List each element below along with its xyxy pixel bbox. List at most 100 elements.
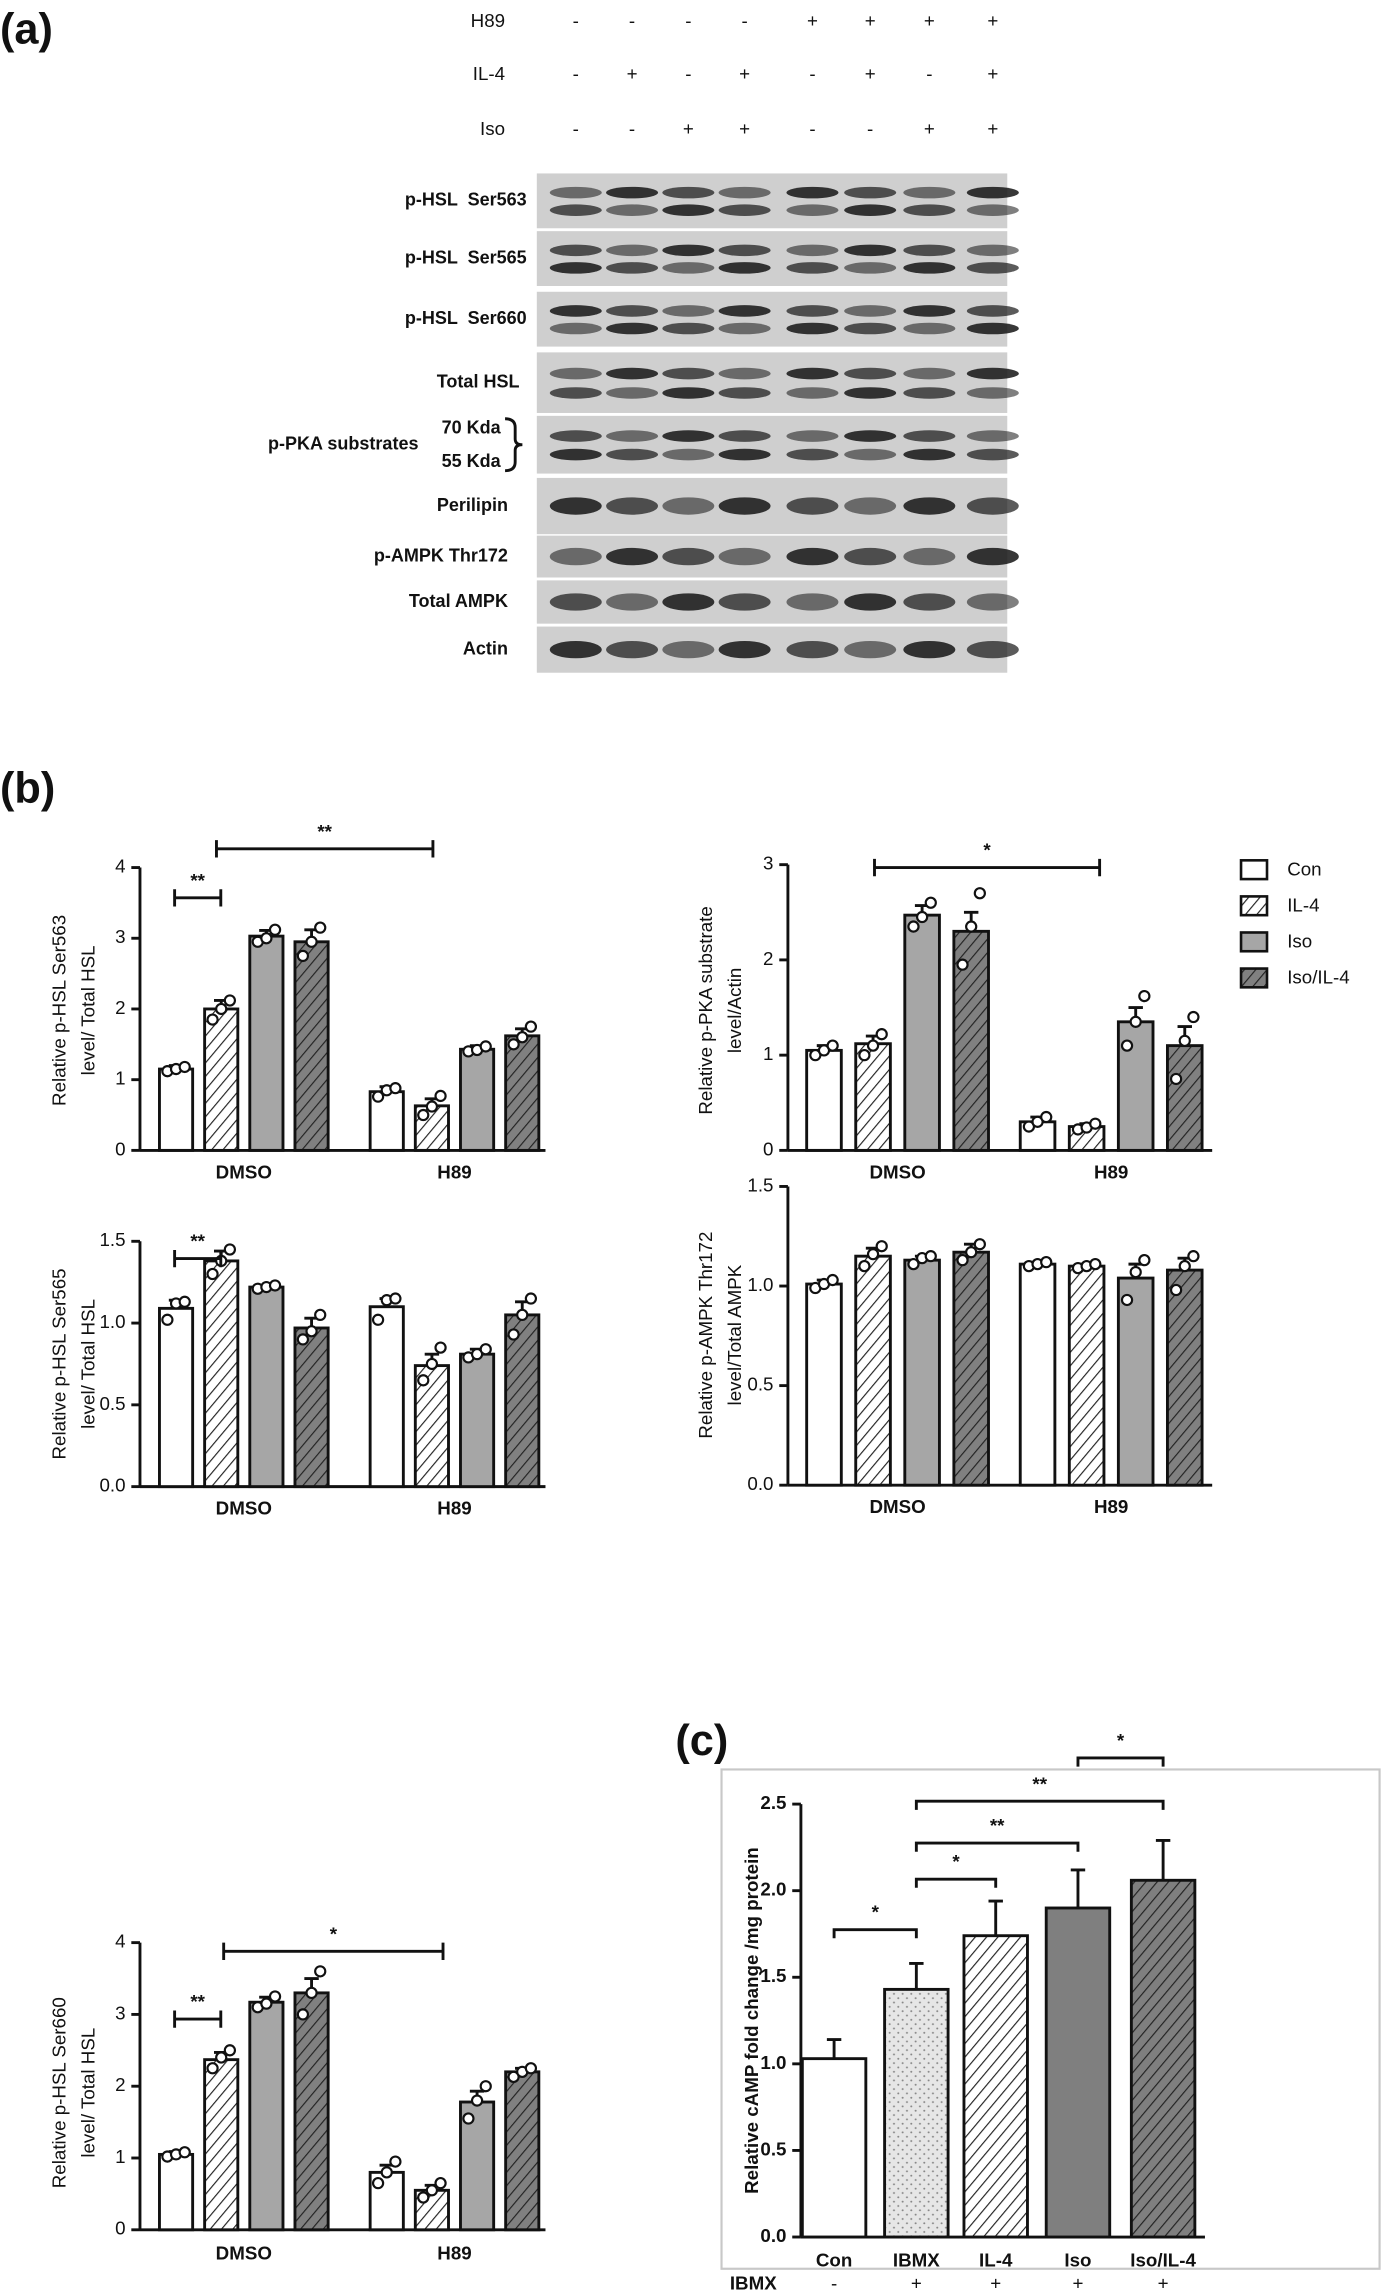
y-tick-label: 0.0 — [760, 2225, 786, 2246]
data-point — [223, 2044, 237, 2057]
blot-band — [786, 593, 839, 611]
blot-band — [718, 448, 771, 461]
blot-strip — [536, 415, 1008, 474]
data-point — [178, 2146, 191, 2159]
data-point — [260, 1997, 273, 2010]
y-tick-label: 0.0 — [747, 1473, 773, 1494]
legend-swatch — [1239, 895, 1269, 917]
blot-band — [844, 305, 897, 317]
blot-band — [549, 430, 602, 442]
y-axis-title: level/Total AMPK — [724, 1264, 745, 1405]
blot-band — [903, 305, 956, 317]
blot-band — [844, 593, 897, 611]
panel-label: (a) — [0, 5, 53, 53]
blot-band — [786, 244, 839, 257]
treatment-sign: + — [865, 63, 876, 84]
data-point — [1169, 1072, 1183, 1086]
blot-band — [786, 367, 839, 380]
y-tick-label: 3 — [115, 926, 125, 947]
blot-band — [966, 547, 1019, 566]
bar — [413, 1364, 450, 1489]
blot-band — [549, 367, 602, 380]
error-bar — [1070, 1868, 1086, 1908]
data-point — [973, 1238, 986, 1251]
y-axis-title: Relative p-AMPK Thr172 — [695, 1232, 716, 1439]
data-point — [161, 1313, 174, 1326]
bar — [903, 1258, 941, 1487]
blot-band — [966, 262, 1019, 274]
data-point — [965, 1246, 978, 1259]
data-point — [1187, 1010, 1200, 1024]
blot-band — [549, 262, 602, 274]
significance-bracket — [914, 1877, 998, 1888]
y-tick-label: 1.5 — [99, 1229, 125, 1250]
treatment-sign: - — [741, 10, 747, 31]
marker-label: 55 Kda — [442, 451, 502, 471]
bar — [854, 1254, 892, 1487]
bar — [800, 2057, 868, 2239]
y-tick-label: 0 — [115, 1138, 125, 1159]
blot-band — [966, 448, 1019, 461]
blot-band — [718, 305, 771, 317]
y-tick-label: 1.5 — [747, 1174, 773, 1195]
blot-band — [966, 204, 1019, 216]
significance-bracket — [914, 1799, 1165, 1810]
data-point — [178, 1295, 191, 1308]
blot-band — [844, 204, 897, 216]
blot-band — [549, 448, 602, 461]
y-tick-label: 2.5 — [760, 1792, 786, 1813]
data-point — [268, 923, 282, 936]
legend-swatch — [1239, 967, 1269, 989]
x-tick-label: H89 — [1094, 1161, 1128, 1182]
blot-band — [549, 186, 602, 199]
y-tick-label: 0.5 — [99, 1393, 125, 1414]
blot-band — [662, 322, 715, 335]
bar — [293, 1326, 330, 1489]
data-point — [223, 994, 237, 1007]
blot-row-label: Total HSL — [437, 371, 520, 391]
x-tick-label: H89 — [437, 2242, 471, 2263]
error-bar — [909, 1961, 924, 1990]
error-bar — [826, 2038, 842, 2059]
data-point — [507, 2070, 520, 2084]
blot-row-label: p-HSL Ser660 — [405, 308, 527, 328]
significance-label: * — [330, 1923, 338, 1944]
treatment-label: Iso — [480, 118, 505, 139]
treatment-sign: - — [573, 118, 579, 139]
blot-band — [606, 430, 659, 442]
row-sign: - — [831, 2273, 837, 2294]
blot-band — [786, 547, 839, 566]
data-point — [1169, 1283, 1183, 1297]
blot-band — [606, 593, 659, 611]
blot-band — [606, 367, 659, 380]
treatment-sign: - — [685, 63, 691, 84]
bar — [1044, 1906, 1112, 2239]
blot-band — [903, 387, 956, 399]
blot-band — [966, 186, 1019, 199]
data-point — [1129, 1265, 1142, 1279]
data-point — [371, 1090, 385, 1103]
data-point — [1187, 1250, 1200, 1263]
blot-row-label: p-PKA substrates — [268, 433, 418, 453]
bar — [293, 940, 330, 1152]
y-tick-label: 2.0 — [760, 1879, 786, 1900]
blot-band — [606, 640, 659, 659]
data-point — [875, 1240, 888, 1253]
blot-band — [549, 244, 602, 257]
data-point — [223, 1243, 237, 1256]
data-point — [470, 2094, 484, 2107]
blot-band — [549, 305, 602, 317]
y-axis-title: level/ Total HSL — [77, 1299, 98, 1429]
blot-band — [786, 262, 839, 274]
bar — [1165, 1268, 1204, 1487]
data-point — [417, 1108, 430, 1122]
y-tick-label: 1 — [763, 1043, 773, 1064]
blot-band — [662, 497, 715, 515]
y-tick-label: 4 — [115, 855, 125, 876]
y-tick-label: 1.0 — [99, 1311, 125, 1332]
blot-band — [966, 387, 1019, 399]
blot-band — [844, 430, 897, 442]
data-point — [371, 1313, 385, 1326]
blot-band — [844, 497, 897, 515]
blot-band — [662, 640, 715, 659]
